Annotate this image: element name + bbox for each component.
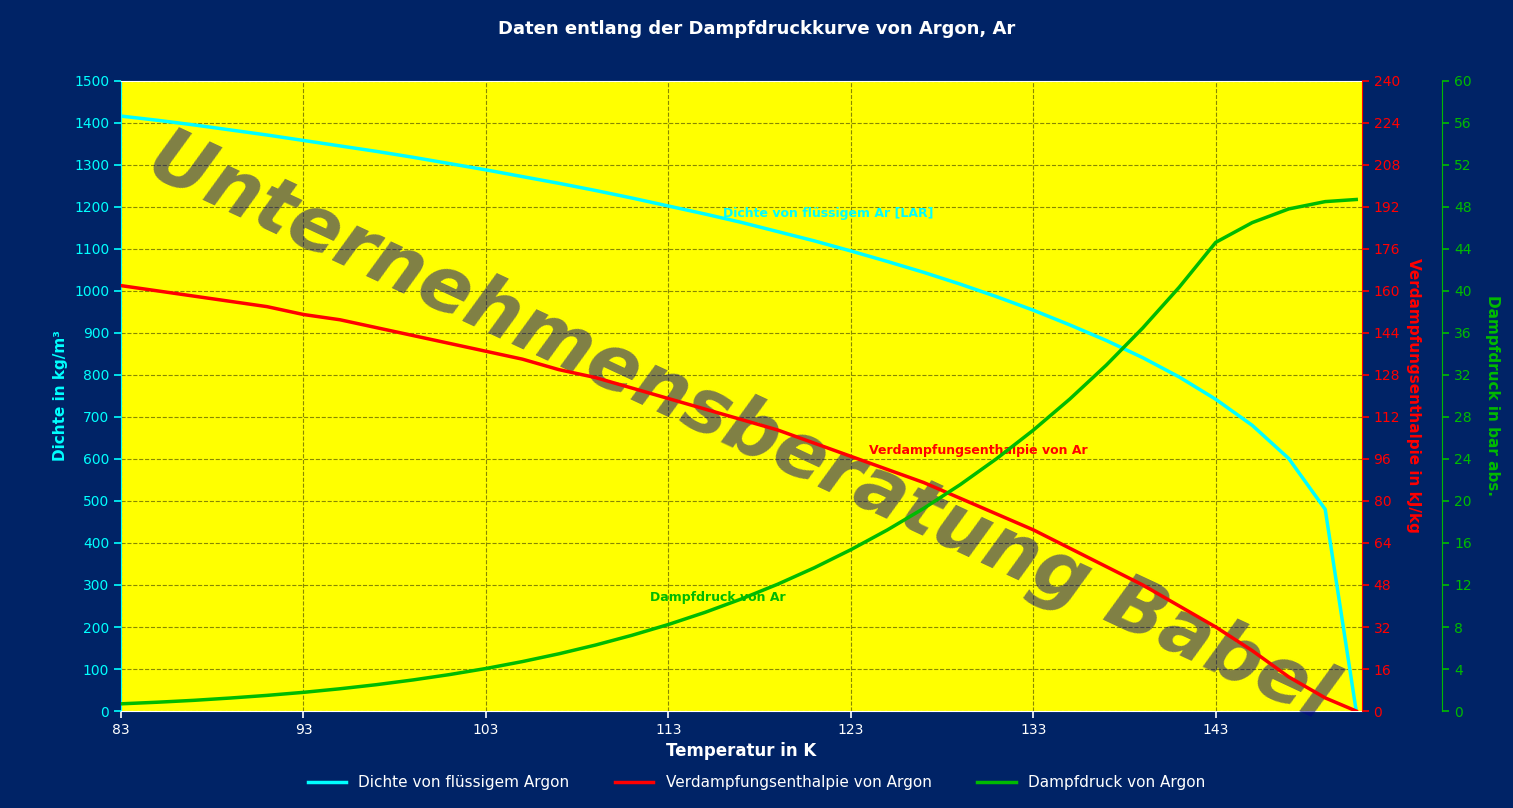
X-axis label: Temperatur in K: Temperatur in K [666,743,817,760]
Text: Unternehmensberatung Babel: Unternehmensberatung Babel [138,120,1345,735]
Text: Daten entlang der Dampfdruckkurve von Argon, Ar: Daten entlang der Dampfdruckkurve von Ar… [498,20,1015,38]
Y-axis label: Dichte in kg/m³: Dichte in kg/m³ [53,330,68,461]
Text: Dichte von flüssigem Ar [LAR]: Dichte von flüssigem Ar [LAR] [723,208,934,221]
Legend: Dichte von flüssigem Argon, Verdampfungsenthalpie von Argon, Dampfdruck von Argo: Dichte von flüssigem Argon, Verdampfungs… [301,769,1212,797]
Text: Dampfdruck von Ar: Dampfdruck von Ar [651,591,785,604]
Text: Verdampfungsenthalpie von Ar: Verdampfungsenthalpie von Ar [868,444,1088,457]
Y-axis label: Verdampfungsenthalpie in kJ/kg: Verdampfungsenthalpie in kJ/kg [1406,259,1421,533]
Y-axis label: Dampfdruck in bar abs.: Dampfdruck in bar abs. [1484,296,1499,496]
